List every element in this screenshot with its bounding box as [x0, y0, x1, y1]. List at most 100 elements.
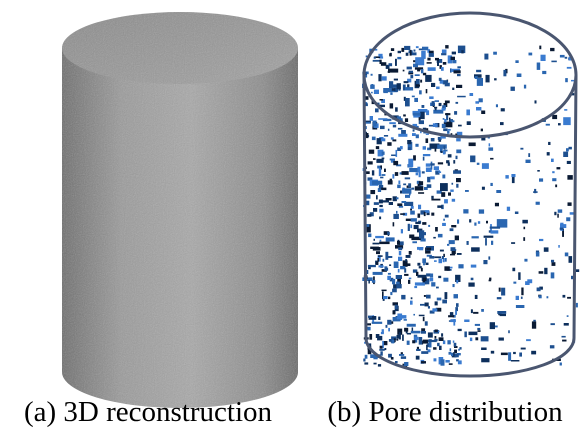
pore	[400, 146, 403, 149]
pore	[404, 362, 408, 366]
pore	[442, 50, 447, 54]
pore	[442, 175, 445, 179]
pore	[532, 321, 536, 328]
pore	[389, 202, 393, 205]
pore	[475, 324, 480, 326]
pore	[495, 203, 499, 207]
pore	[369, 150, 374, 154]
pore	[454, 111, 457, 115]
pore	[483, 260, 487, 264]
pore	[398, 134, 407, 137]
pore	[450, 319, 456, 322]
pore	[434, 256, 441, 258]
pore	[434, 358, 437, 361]
pore	[380, 126, 385, 129]
pore	[403, 188, 412, 193]
pore	[437, 298, 442, 301]
pore	[482, 187, 485, 190]
pore	[413, 129, 415, 131]
pore	[412, 96, 415, 98]
pore	[394, 79, 398, 81]
pore	[417, 263, 420, 266]
pore	[456, 85, 462, 88]
pore	[365, 122, 370, 124]
pore	[499, 338, 504, 341]
panel-a-cylinder	[62, 12, 298, 408]
pore	[406, 255, 411, 258]
pore	[372, 170, 374, 175]
pore	[434, 166, 439, 170]
pore	[387, 142, 391, 146]
pore	[486, 221, 488, 224]
pore	[379, 242, 389, 245]
pore	[422, 171, 425, 173]
pore	[401, 352, 403, 354]
pore	[438, 331, 440, 333]
pore	[411, 297, 413, 299]
pore	[436, 287, 439, 289]
pore	[449, 363, 453, 365]
pore	[376, 146, 379, 149]
pore	[515, 60, 518, 63]
pore	[445, 113, 450, 115]
pore	[490, 158, 493, 160]
pore	[406, 53, 409, 56]
pore	[481, 336, 489, 341]
pore	[456, 280, 458, 284]
pore	[428, 332, 433, 337]
pore	[456, 150, 461, 154]
pore	[390, 292, 392, 295]
pore	[388, 129, 390, 131]
pore	[371, 92, 373, 94]
pore	[407, 67, 412, 70]
pore	[397, 317, 401, 320]
pore	[430, 176, 435, 179]
pore	[471, 265, 477, 268]
pore	[427, 177, 430, 183]
pore	[552, 262, 556, 266]
pore	[396, 197, 399, 199]
pore	[431, 199, 440, 201]
pore	[558, 245, 560, 248]
pore	[412, 340, 415, 343]
pore	[385, 268, 388, 271]
pore	[458, 329, 462, 331]
pore	[451, 247, 456, 251]
pore	[378, 74, 381, 81]
pore	[391, 357, 394, 360]
pore	[381, 138, 386, 141]
pore	[419, 181, 423, 185]
pore	[425, 210, 429, 213]
pore	[434, 339, 437, 341]
pore	[372, 181, 382, 185]
pore	[373, 208, 377, 212]
outline-top	[364, 13, 576, 137]
pore	[401, 229, 403, 233]
pore	[484, 236, 494, 238]
pore	[475, 337, 478, 340]
pore	[420, 238, 425, 241]
pore	[567, 161, 571, 164]
pore	[401, 295, 405, 300]
pore	[382, 152, 385, 155]
pore	[485, 238, 487, 245]
pore	[390, 159, 395, 161]
pore	[456, 138, 461, 141]
pore	[433, 237, 436, 239]
pore	[439, 346, 442, 350]
pore	[457, 66, 461, 68]
pore	[552, 115, 557, 119]
pore	[407, 140, 411, 144]
pore	[386, 325, 388, 328]
pore	[458, 349, 460, 351]
pore	[539, 295, 542, 298]
pore	[497, 297, 502, 299]
pore	[567, 315, 569, 317]
pore	[426, 138, 429, 143]
pore	[449, 240, 455, 244]
pore	[424, 295, 426, 297]
pore	[569, 256, 573, 263]
pore	[374, 239, 376, 241]
pore	[464, 320, 469, 323]
pore	[565, 253, 569, 257]
